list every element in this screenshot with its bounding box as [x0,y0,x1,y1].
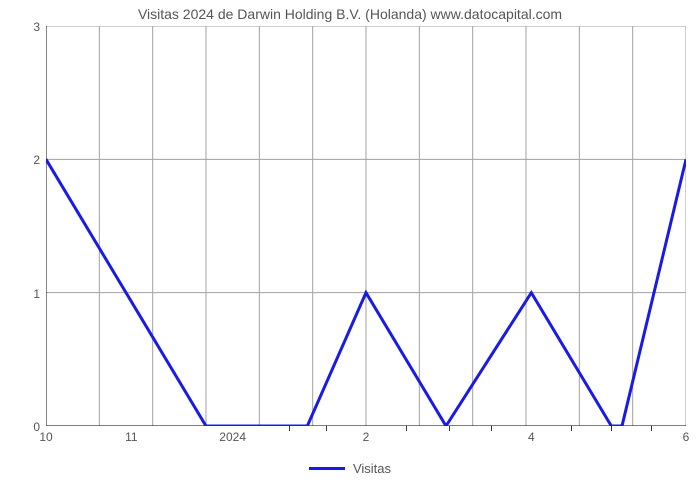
x-tick-label: 6 [683,430,690,444]
chart-title: Visitas 2024 de Darwin Holding B.V. (Hol… [0,6,700,22]
x-minor-tick [449,426,450,431]
x-tick-label: 2024 [219,430,246,444]
x-tick-label: 10 [39,430,52,444]
chart-legend: Visitas [0,460,700,476]
x-tick-label: 11 [125,430,137,444]
x-minor-tick [326,426,327,431]
chart-plot [46,26,686,426]
y-tick-label: 2 [33,153,40,167]
legend-line [309,467,345,470]
legend-label: Visitas [353,461,391,476]
x-minor-tick [406,426,407,431]
x-tick-label: 2 [363,430,370,444]
x-tick-label: 4 [528,430,535,444]
x-minor-tick [289,426,290,431]
chart-container: Visitas 2024 de Darwin Holding B.V. (Hol… [0,0,700,500]
x-minor-tick [651,426,652,431]
x-minor-tick [611,426,612,431]
y-tick-label: 3 [33,20,40,34]
x-minor-tick [491,426,492,431]
y-tick-label: 1 [33,287,40,301]
x-minor-tick [571,426,572,431]
